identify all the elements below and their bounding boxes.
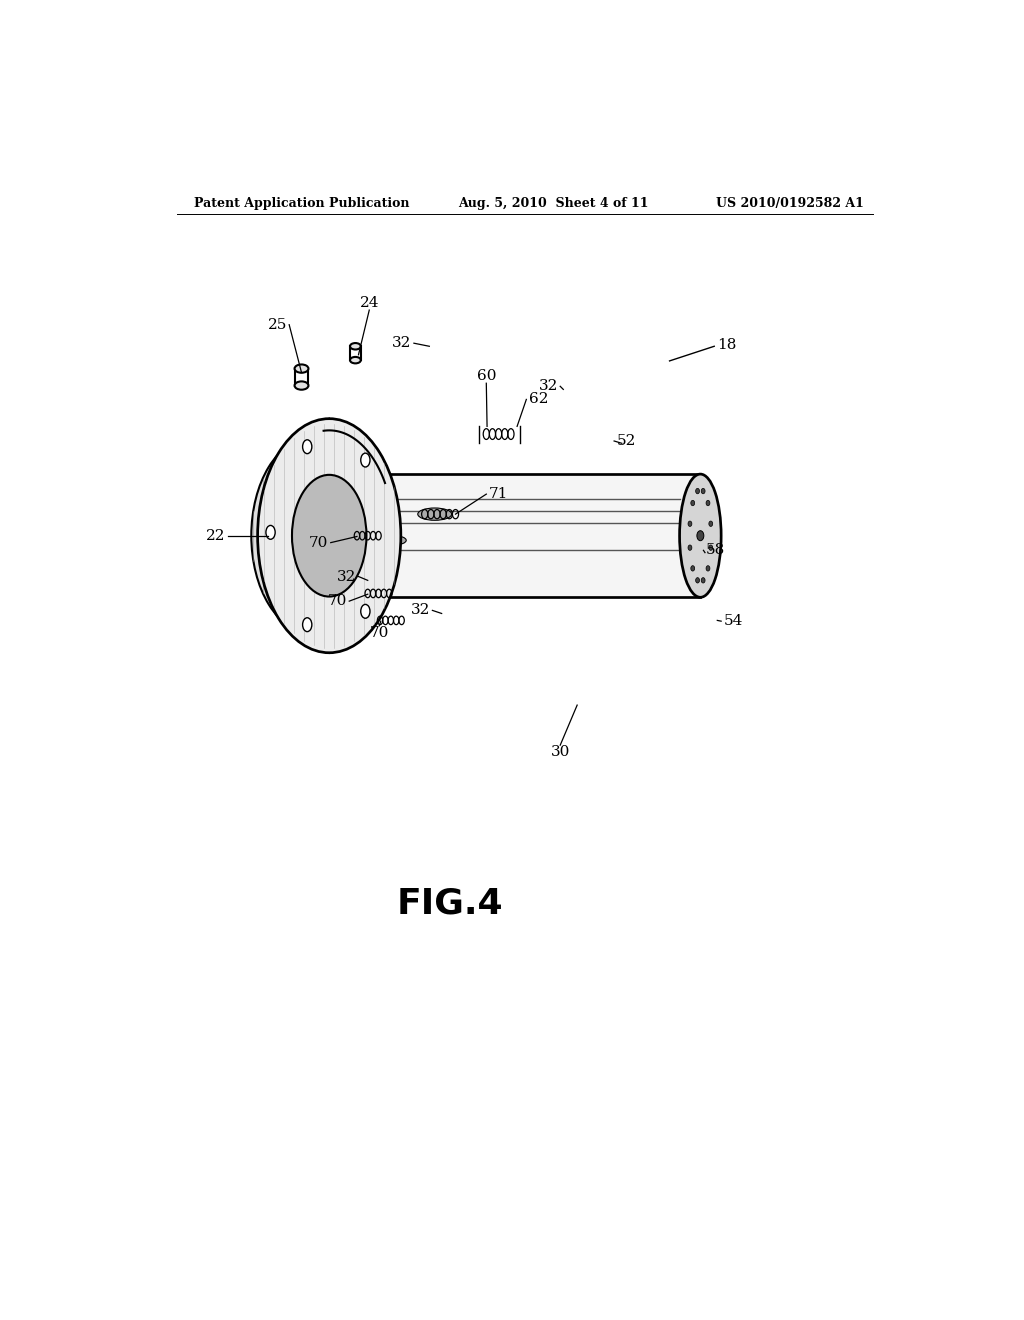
Ellipse shape: [707, 566, 710, 572]
Text: Patent Application Publication: Patent Application Publication: [194, 197, 410, 210]
Text: 22: 22: [206, 529, 225, 543]
Ellipse shape: [707, 500, 710, 506]
Ellipse shape: [697, 531, 703, 541]
Ellipse shape: [303, 618, 312, 631]
Text: 52: 52: [616, 434, 636, 447]
Ellipse shape: [350, 356, 360, 363]
Ellipse shape: [701, 488, 706, 494]
Text: 71: 71: [488, 487, 508, 502]
Text: 32: 32: [392, 337, 412, 350]
Text: 25: 25: [267, 318, 287, 331]
Text: 24: 24: [359, 296, 379, 310]
Ellipse shape: [691, 500, 694, 506]
Text: 32: 32: [411, 603, 430, 618]
Text: 70: 70: [370, 626, 389, 640]
Ellipse shape: [295, 364, 308, 372]
Ellipse shape: [680, 474, 721, 597]
Text: 32: 32: [539, 379, 558, 393]
Ellipse shape: [688, 521, 692, 527]
Ellipse shape: [360, 453, 370, 467]
Text: 70: 70: [328, 594, 347, 609]
Text: 60: 60: [476, 370, 496, 383]
Text: 30: 30: [551, 744, 570, 759]
Ellipse shape: [382, 536, 407, 545]
Ellipse shape: [350, 343, 360, 350]
Text: 62: 62: [528, 392, 548, 407]
Ellipse shape: [709, 545, 713, 550]
Text: 18: 18: [717, 338, 736, 351]
Ellipse shape: [701, 578, 706, 583]
Text: 32: 32: [337, 569, 356, 583]
Text: 70: 70: [309, 536, 329, 549]
Ellipse shape: [709, 521, 713, 527]
Ellipse shape: [695, 578, 699, 583]
Ellipse shape: [360, 605, 370, 618]
Ellipse shape: [695, 488, 699, 494]
Text: FIG.4: FIG.4: [396, 887, 504, 921]
FancyBboxPatch shape: [337, 474, 700, 597]
Ellipse shape: [266, 525, 275, 540]
Text: 58: 58: [706, 544, 725, 557]
Ellipse shape: [258, 418, 400, 653]
Ellipse shape: [418, 508, 452, 520]
Ellipse shape: [688, 545, 692, 550]
Text: 54: 54: [724, 614, 742, 628]
Ellipse shape: [303, 440, 312, 454]
Ellipse shape: [292, 475, 367, 597]
Text: US 2010/0192582 A1: US 2010/0192582 A1: [716, 197, 863, 210]
Ellipse shape: [691, 566, 694, 572]
Ellipse shape: [295, 381, 308, 389]
Ellipse shape: [251, 438, 371, 632]
Text: Aug. 5, 2010  Sheet 4 of 11: Aug. 5, 2010 Sheet 4 of 11: [458, 197, 648, 210]
